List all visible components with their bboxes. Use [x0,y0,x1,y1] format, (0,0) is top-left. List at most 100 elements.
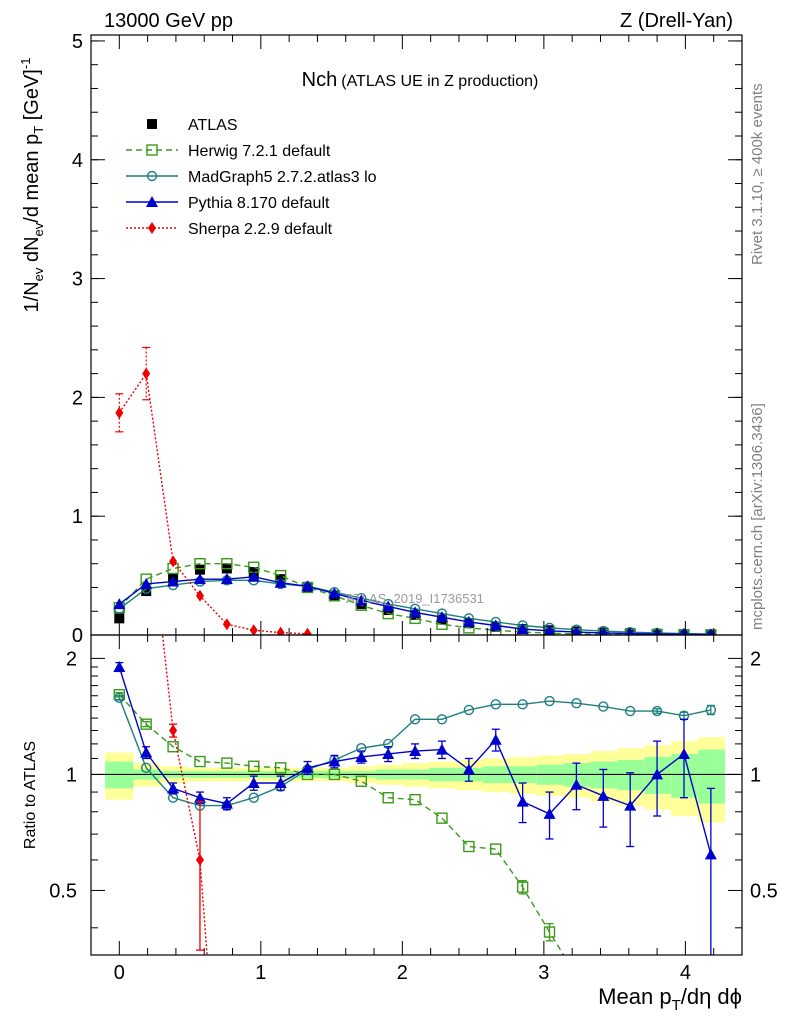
data-point-sherpa [249,624,258,635]
ratio-point-pythia [543,807,556,819]
x-tick-label: 4 [680,962,691,984]
data-point-pythia [355,594,368,606]
legend: ATLAS Herwig 7.2.1 default MadGraph5 2.7.2… [126,117,377,238]
ratio-point-pythia [409,745,422,757]
ratio-point-herwig [167,741,179,753]
x-tick-label: 0 [114,962,125,984]
data-point-atlas [141,586,152,597]
legend-item-atlas: ATLAS [147,117,238,134]
ratio-point-pythia [677,747,690,759]
legend-item-pythia: Pythia 8.170 default [126,195,330,212]
y-tick-label: 5 [72,31,83,53]
data-point-pythia [516,623,529,635]
ratio-line-madgraph [118,697,712,807]
ratio-point-madgraph [436,714,448,725]
ratio-y-tick-label: 0.5 [49,880,77,902]
ratio-y-tick-label-right: 2 [750,648,761,670]
ratio-point-madgraph [114,692,125,704]
ratio-point-pythia [489,733,502,745]
y-tick-label: 4 [72,150,83,172]
ratio-point-sherpa [195,853,204,866]
ratio-point-pythia [462,763,475,775]
data-point-pythia [543,624,556,635]
data-point-pythia [140,577,153,589]
x-axis-label: Mean pT/dη dϕ [598,984,742,1014]
data-point-pythia [220,573,233,585]
y-tick-label: 1 [72,506,83,528]
ratio-point-herwig [543,926,556,938]
legend-marker-sherpa [148,222,156,234]
ratio-point-pythia [247,777,260,789]
ratio-point-madgraph [490,699,501,710]
header-right: Z (Drell-Yan) [620,10,733,32]
data-point-pythia [274,576,287,588]
ratio-point-pythia [597,789,610,801]
ratio-point-madgraph [409,714,421,725]
ratio-series-herwig [113,689,565,955]
legend-marker-pythia [146,196,158,207]
data-point-pythia [489,619,502,631]
legend-label-sherpa: Sherpa 2.2.9 default [188,221,333,238]
ratio-point-herwig [355,775,368,787]
series-line-herwig [118,563,711,635]
ratio-y-tick-label: 2 [66,648,77,670]
data-point-atlas [114,613,125,624]
data-point-pythia [247,570,260,582]
ratio-point-herwig [516,881,529,893]
ratio-point-herwig [382,792,394,804]
y-tick-label: 2 [72,387,83,409]
ratio-point-madgraph [140,762,152,774]
legend-marker-atlas [147,119,157,129]
data-point-pythia [382,600,395,612]
chart-title: Nch (ATLAS UE in Z production) [302,69,539,91]
data-point-atlas [194,564,205,575]
data-point-pythia [626,627,635,635]
mcplots-label: mcplots.cern.ch [arXiv:1306.3436] [749,403,766,630]
data-point-pythia [571,626,582,635]
series-pythia [113,570,715,635]
ratio-series-pythia [113,660,717,955]
data-point-herwig [194,558,206,570]
ratio-series-layer [113,635,717,955]
legend-label-madgraph: MadGraph5 2.7.2.atlas3 lo [188,169,377,186]
ratio-point-pythia [704,848,717,860]
data-point-madgraph [598,625,609,635]
data-point-pythia [328,587,341,599]
ratio-point-herwig [221,757,233,769]
legend-item-herwig: Herwig 7.2.1 default [126,143,331,160]
data-point-sherpa [169,555,178,568]
ratio-point-herwig [490,843,502,855]
data-point-pythia [409,606,422,618]
data-point-pythia [193,573,206,585]
ratio-point-herwig [409,793,421,806]
ratio-point-madgraph [651,705,663,717]
chart-title-main: Nch [302,69,338,91]
data-point-herwig [221,558,233,570]
legend-item-sherpa: Sherpa 2.2.9 default [126,221,333,238]
series-sherpa [115,346,312,635]
ratio-point-pythia [113,660,126,672]
band-inner-bin [698,749,726,804]
data-point-pythia [113,598,126,610]
ratio-point-pythia [193,791,206,803]
ratio-point-pythia [570,778,583,790]
ratio-point-pythia [328,755,341,767]
legend-label-herwig: Herwig 7.2.1 default [188,143,331,160]
ratio-point-herwig [248,760,260,772]
ratio-line-herwig [118,694,565,955]
ratio-point-herwig [194,755,206,768]
data-point-pythia [462,615,475,627]
data-point-pythia [167,575,180,587]
ratio-point-herwig [274,762,287,774]
ratio-point-pythia [651,768,664,780]
ratio-point-herwig [140,718,152,730]
ratio-point-herwig [328,768,341,781]
header-left: 13000 GeV pp [104,10,233,32]
ratio-frame [90,634,743,956]
legend-item-madgraph: MadGraph5 2.7.2.atlas3 lo [126,169,377,186]
legend-marker-madgraph [146,170,158,182]
x-tick-label: 2 [397,962,408,984]
band-inner-bin [617,759,645,791]
ratio-point-sherpa [169,724,178,737]
